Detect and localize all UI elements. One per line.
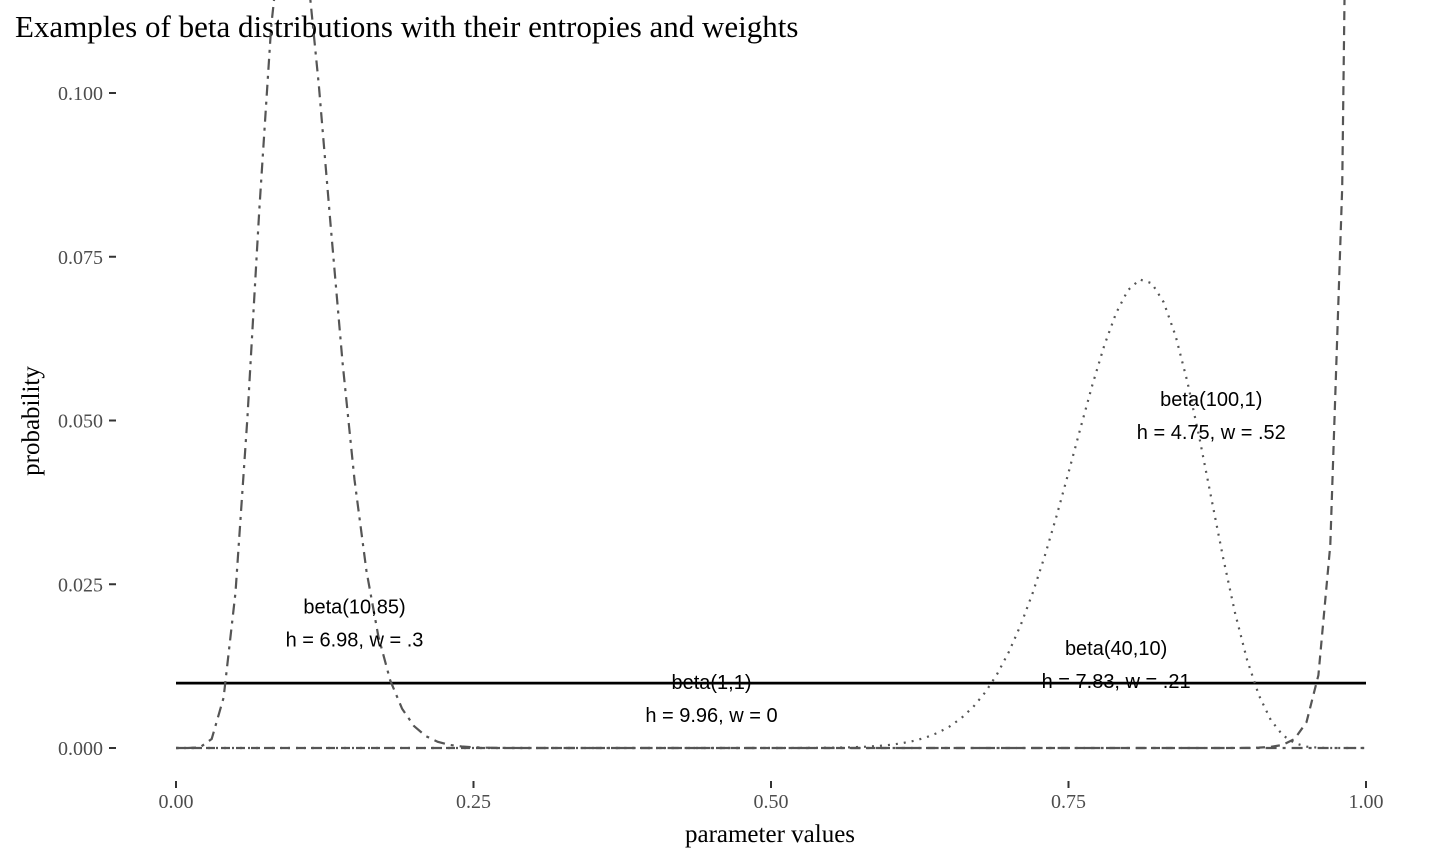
annotation-label: beta(10,85) h = 6.98, w = .3 [286, 597, 424, 652]
y-tick-label: 0.000 [58, 738, 103, 760]
x-tick-label: 0.00 [159, 791, 194, 813]
annotation-line: h = 6.98, w = .3 [286, 630, 424, 652]
x-tick-label: 0.50 [754, 791, 789, 813]
series-line-beta-100-1 [176, 0, 1346, 750]
x-tick-label: 1.00 [1349, 791, 1384, 813]
x-tick-label: 0.75 [1051, 791, 1086, 813]
y-axis: 0.000 0.025 0.050 0.075 0.100 [58, 83, 116, 760]
y-axis-title: probability [18, 366, 45, 476]
annotation-line: beta(40,10) [1065, 638, 1167, 660]
annotation-line: beta(100,1) [1160, 389, 1262, 411]
annotation-label: beta(100,1) h = 4.75, w = .52 [1137, 389, 1286, 444]
x-tick-label: 0.25 [456, 791, 491, 813]
y-tick-label: 0.100 [58, 83, 103, 105]
annotation-line: beta(10,85) [303, 597, 405, 619]
annotation-line: h = 7.83, w = .21 [1042, 671, 1191, 693]
annotation-line: h = 4.75, w = .52 [1137, 422, 1286, 444]
annotation-line: beta(1,1) [671, 672, 751, 694]
y-tick-label: 0.075 [58, 247, 103, 269]
chart-title: Examples of beta distributions with thei… [15, 9, 798, 44]
x-axis: 0.00 0.25 0.50 0.75 1.00 [159, 781, 1384, 813]
annotations: beta(10,85) h = 6.98, w = .3 beta(1,1) h = … [286, 389, 1286, 727]
y-tick-label: 0.050 [58, 411, 103, 433]
plot-area [176, 0, 1366, 750]
annotation-line: h = 9.96, w = 0 [645, 705, 777, 727]
annotation-label: beta(1,1) h = 9.96, w = 0 [645, 672, 777, 727]
annotation-label: beta(40,10) h = 7.83, w = .21 [1042, 638, 1191, 693]
y-tick-label: 0.025 [58, 574, 103, 596]
x-axis-title: parameter values [685, 821, 855, 848]
